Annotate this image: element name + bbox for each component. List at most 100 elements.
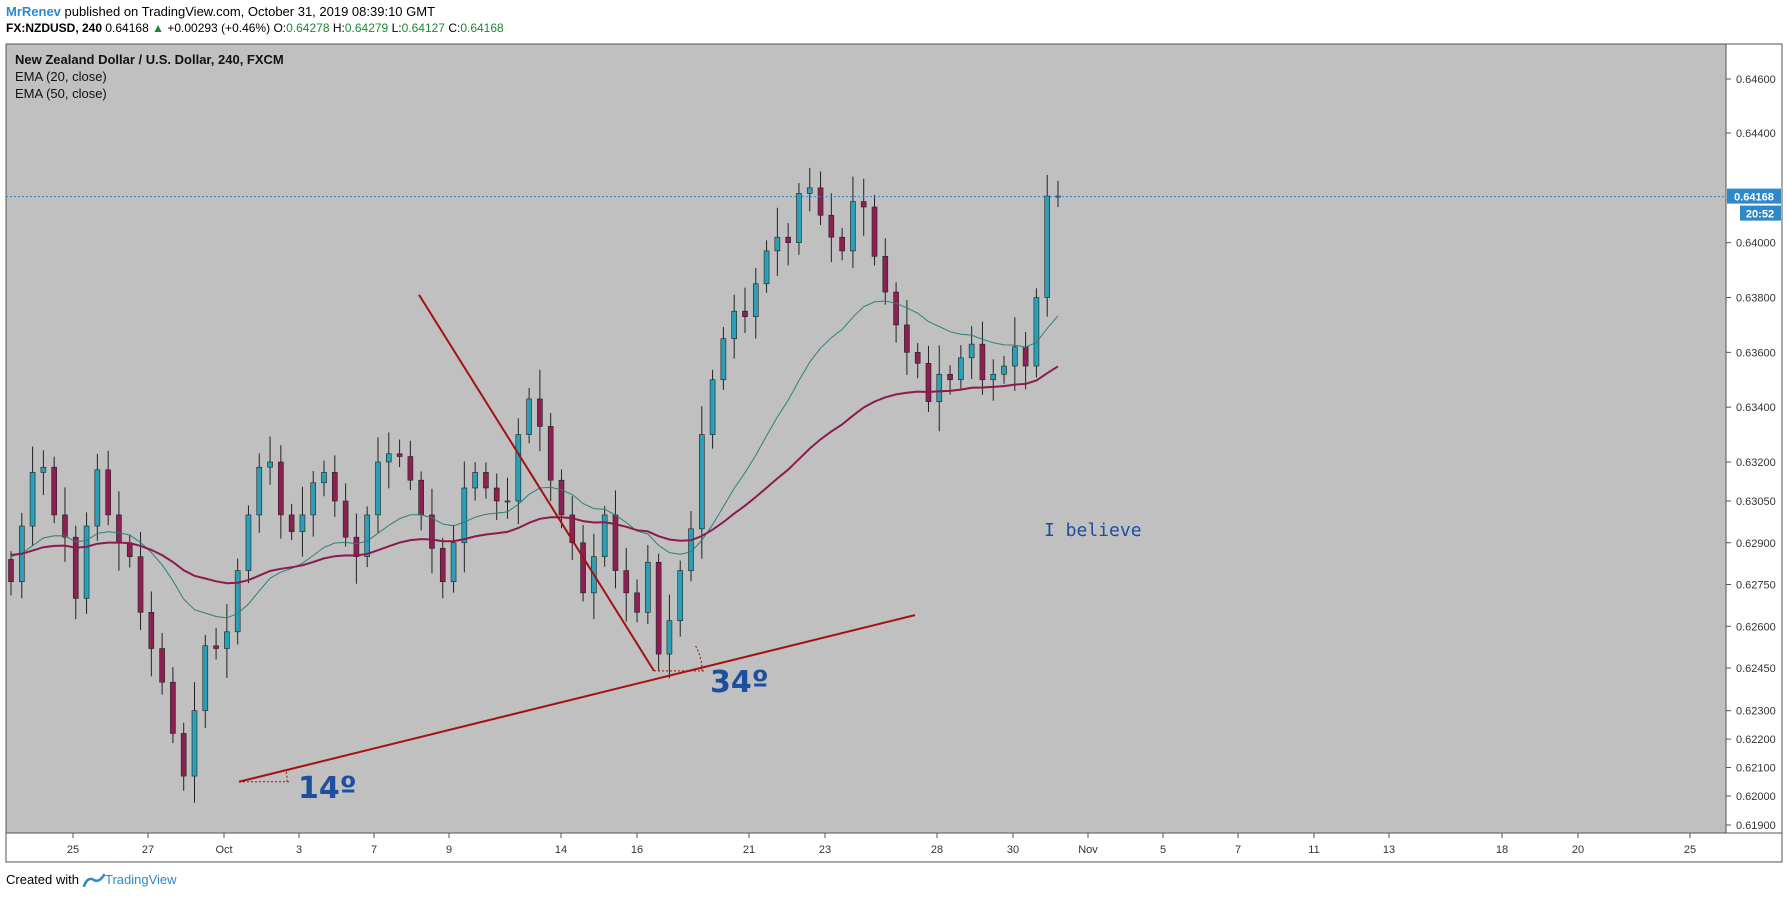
candle-up — [450, 542, 457, 583]
candle-up — [709, 379, 716, 435]
candle-down — [979, 343, 986, 381]
time-tick-label: 23 — [819, 844, 831, 856]
candle-down — [288, 514, 295, 532]
price-tick-label: 0.62600 — [1736, 621, 1776, 633]
countdown-tag — [1740, 205, 1781, 221]
time-tick-label: 20 — [1572, 844, 1584, 856]
candle-down — [407, 456, 414, 481]
angle-label-14: 14º — [298, 771, 357, 806]
candle-down — [925, 362, 932, 402]
price-change: +0.00293 (+0.46%) — [167, 21, 271, 35]
time-tick-label: 14 — [555, 844, 567, 856]
candle-down — [72, 536, 79, 599]
candle-down — [547, 426, 554, 481]
candle-up — [990, 373, 997, 381]
candle-down — [947, 373, 953, 381]
candle-up — [461, 487, 468, 544]
time-tick-label: 9 — [446, 844, 452, 856]
candle-down — [51, 466, 57, 516]
price-axis[interactable] — [1725, 43, 1783, 834]
footer: Created with TradingView — [6, 872, 177, 887]
candle-down — [105, 469, 111, 516]
candle-up — [731, 310, 737, 339]
candle-down — [396, 453, 403, 457]
candle-up — [677, 570, 684, 621]
author-name[interactable]: MrRenev — [6, 4, 61, 19]
price-tick-label: 0.62900 — [1736, 538, 1776, 550]
candle-up — [968, 343, 975, 359]
chart-legend-title: New Zealand Dollar / U.S. Dollar, 240, F… — [15, 52, 284, 67]
candle-down — [655, 561, 662, 655]
price-tick-label: 0.62000 — [1736, 791, 1776, 803]
time-tick-label: 13 — [1383, 844, 1395, 856]
candle-down — [332, 472, 338, 502]
tradingview-link[interactable]: TradingView — [82, 872, 177, 887]
candle-up — [666, 620, 673, 655]
candle-down — [742, 310, 748, 317]
time-tick-label: 5 — [1160, 844, 1166, 856]
candle-up — [774, 236, 781, 252]
change-up-icon: ▲ — [152, 21, 164, 35]
trendlines-layer — [238, 294, 916, 783]
published-info: published on TradingView.com, October 31… — [64, 4, 436, 19]
candle-down — [342, 500, 349, 538]
high-value: 0.64279 — [344, 21, 389, 35]
ema-50-line — [10, 365, 1059, 585]
candle-down — [483, 472, 489, 489]
candle-down — [904, 324, 910, 353]
candle-up — [720, 338, 727, 381]
price-tick-label: 0.64600 — [1736, 74, 1776, 86]
candle-down — [353, 536, 360, 557]
candle-down — [418, 479, 424, 516]
candle-down — [817, 187, 824, 216]
plot-area[interactable] — [5, 43, 1727, 834]
candle-up — [850, 201, 856, 252]
candles-layer — [8, 167, 1061, 803]
legend-ema50[interactable]: EMA (50, close) — [15, 86, 107, 101]
open-label: O: — [273, 21, 287, 35]
candle-up — [202, 645, 209, 711]
candle-up — [504, 500, 511, 503]
angle-arc-14 — [285, 769, 288, 782]
candle-up — [310, 482, 317, 516]
price-tick-label: 0.61900 — [1736, 820, 1776, 832]
candle-up — [256, 466, 263, 516]
candle-down — [580, 542, 586, 594]
candle-down — [439, 548, 446, 583]
candle-up — [40, 466, 47, 473]
candle-up — [191, 710, 198, 777]
candle-up — [763, 250, 770, 285]
annotation-note: I believe — [1044, 520, 1142, 541]
candle-down — [180, 733, 187, 777]
candle-down — [558, 479, 565, 516]
ema-20-line — [10, 300, 1059, 619]
close-value: 0.64168 — [460, 21, 504, 35]
candle-up — [321, 472, 327, 484]
candle-down — [871, 206, 878, 257]
candle-down — [828, 214, 835, 238]
time-tick-label: 25 — [1684, 844, 1696, 856]
angle-arc-34 — [694, 644, 703, 671]
price-tick-label: 0.63400 — [1736, 402, 1776, 414]
time-tick-label: 27 — [142, 844, 154, 856]
legend-ema20[interactable]: EMA (20, close) — [15, 69, 107, 84]
price-tick-label: 0.63050 — [1736, 496, 1776, 508]
candle-down — [278, 461, 284, 516]
price-tick-label: 0.62300 — [1736, 706, 1776, 718]
time-axis[interactable] — [5, 832, 1783, 863]
time-tick-label: Nov — [1078, 844, 1098, 856]
time-tick-label: 30 — [1007, 844, 1019, 856]
candle-up — [796, 193, 802, 243]
candle-up — [936, 373, 943, 402]
candle-down — [170, 681, 176, 734]
candle-up — [699, 434, 705, 530]
time-tick-label: 16 — [631, 844, 643, 856]
candle-up — [299, 514, 306, 532]
candle-down — [62, 514, 68, 538]
price-tick-label: 0.63600 — [1736, 347, 1776, 359]
price-tick-label: 0.63800 — [1736, 293, 1776, 305]
candle-down — [429, 514, 435, 549]
candle-up — [806, 187, 813, 194]
candle-down — [213, 645, 219, 649]
